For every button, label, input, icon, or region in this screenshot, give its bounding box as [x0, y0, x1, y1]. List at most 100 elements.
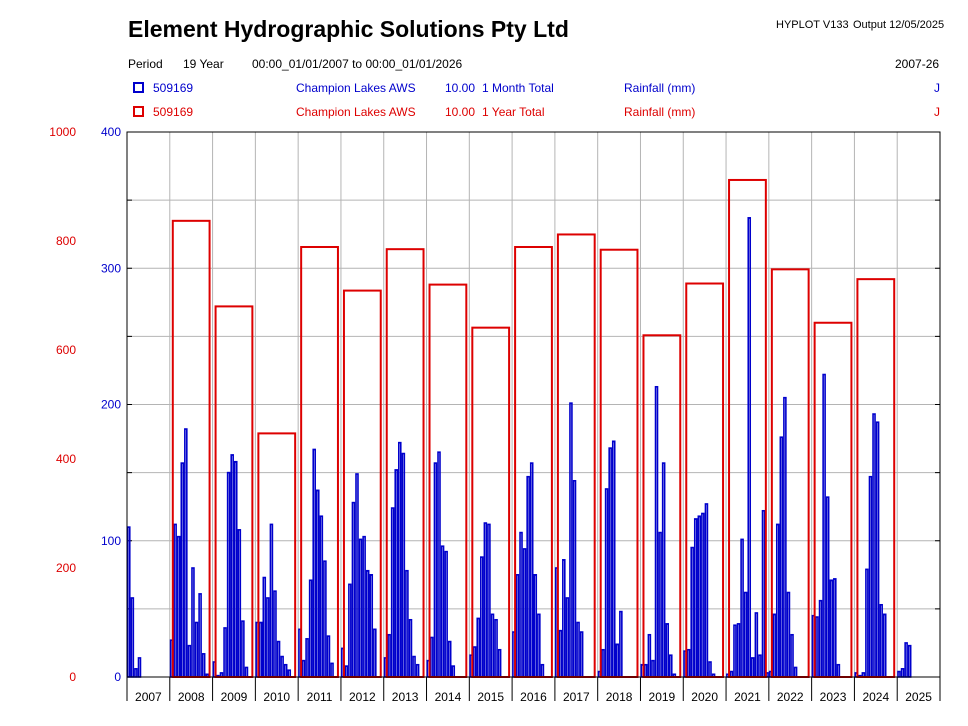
- monthly-rain-bar: [355, 473, 359, 678]
- output-date: Output 12/05/2025: [853, 19, 945, 31]
- monthly-rain-bar: [619, 610, 623, 678]
- monthly-rain-bar: [397, 441, 402, 678]
- monthly-rain-bar: [772, 613, 776, 678]
- monthly-rain-bar: [191, 567, 195, 678]
- monthly-rain-bar: [743, 591, 748, 678]
- x-axis-year-label: 2017: [563, 690, 590, 704]
- legend-variable: Rainfall (mm): [624, 105, 696, 119]
- monthly-rain-bar: [241, 620, 245, 678]
- monthly-rain-bar: [815, 616, 819, 678]
- monthly-rain-bar: [686, 648, 691, 678]
- monthly-rain-bar: [437, 451, 441, 678]
- monthly-rain-bar: [266, 597, 270, 678]
- x-axis-year-label: 2009: [221, 690, 248, 704]
- x-axis-year-label: 2021: [734, 690, 761, 704]
- monthly-rain-bar: [480, 556, 484, 678]
- monthly-rain-bar: [130, 597, 135, 678]
- x-axis-year-label: 2011: [307, 690, 333, 704]
- monthly-rain-bar: [283, 663, 288, 678]
- monthly-rain-bar: [273, 590, 277, 678]
- monthly-rain-bar: [865, 568, 869, 678]
- monthly-rain-bar: [569, 402, 573, 678]
- monthly-rain-bar: [348, 583, 352, 678]
- monthly-rain-bar: [754, 612, 759, 678]
- monthly-rain-bar: [244, 666, 249, 678]
- monthly-rain-bar: [529, 462, 534, 678]
- x-axis-year-label: 2015: [477, 690, 504, 704]
- monthly-rain-bar: [783, 396, 787, 678]
- monthly-rain-bar: [833, 578, 837, 678]
- right-axis-tick-label: 0: [114, 670, 121, 684]
- monthly-rain-bar: [701, 512, 705, 678]
- monthly-rain-bar: [611, 440, 616, 678]
- monthly-rain-bar: [515, 574, 520, 678]
- monthly-rain-bar: [315, 489, 320, 678]
- monthly-rain-bar: [904, 642, 908, 678]
- monthly-rain-bar: [793, 666, 798, 678]
- monthly-rain-bar: [358, 538, 363, 678]
- monthly-rain-bar: [472, 646, 477, 678]
- monthly-rain-bar: [818, 599, 823, 678]
- monthly-rain-bar: [668, 654, 673, 678]
- monthly-rain-bar: [362, 535, 366, 678]
- monthly-rain-bar: [405, 569, 409, 678]
- monthly-rain-bar: [365, 569, 370, 678]
- monthly-rain-bar: [601, 648, 605, 678]
- monthly-rain-bar: [351, 501, 356, 678]
- x-axis-year-label: 2023: [820, 690, 847, 704]
- monthly-rain-bar: [779, 436, 784, 678]
- period-range: 00:00_01/01/2007 to 00:00_01/01/2026: [252, 57, 463, 71]
- monthly-rain-bar: [654, 385, 659, 678]
- monthly-rain-bar: [736, 623, 741, 678]
- monthly-rain-bar: [176, 535, 181, 678]
- monthly-rain-bar: [740, 538, 744, 678]
- monthly-rain-bar: [344, 665, 349, 678]
- legend-site: 509169: [153, 81, 194, 95]
- monthly-rain-bar: [519, 531, 523, 678]
- monthly-rain-bar: [868, 475, 873, 678]
- monthly-rain-bar: [258, 621, 263, 678]
- monthly-rain-bar: [829, 579, 834, 678]
- monthly-rain-bar: [693, 518, 698, 678]
- monthly-rain-bar: [308, 579, 313, 678]
- monthly-rain-bar: [184, 428, 188, 678]
- legend-aggregation: 1 Year Total: [482, 105, 545, 119]
- monthly-rain-bar: [494, 618, 498, 678]
- x-axis-year-label: 2007: [135, 690, 162, 704]
- left-axis-tick-label: 200: [56, 561, 76, 575]
- plot-frame: [126, 131, 941, 678]
- monthly-rain-bar: [562, 559, 566, 678]
- monthly-rain-bar: [522, 548, 527, 678]
- monthly-rain-bar: [387, 633, 391, 678]
- monthly-rain-bar: [223, 627, 227, 678]
- legend-aggregation: 1 Month Total: [482, 81, 554, 95]
- legend-site-name: Champion Lakes AWS: [296, 81, 416, 95]
- monthly-rain-bar: [323, 560, 327, 678]
- monthly-rain-bar: [280, 655, 284, 678]
- monthly-rain-bar: [882, 613, 887, 678]
- monthly-rain-bar: [187, 644, 192, 678]
- monthly-rain-bar: [226, 471, 231, 678]
- x-axis-year-label: 2022: [777, 690, 804, 704]
- monthly-rain-bar: [390, 507, 395, 678]
- monthly-rain-bar: [305, 638, 309, 678]
- x-axis-year-label: 2012: [349, 690, 376, 704]
- monthly-rain-bar: [301, 659, 306, 678]
- monthly-rain-bar: [644, 663, 648, 678]
- software-version: HYPLOT V133: [776, 19, 849, 31]
- monthly-rain-bar: [647, 633, 652, 678]
- monthly-rain-bar: [897, 670, 901, 678]
- monthly-rain-bar: [490, 613, 495, 678]
- legend-site-name: Champion Lakes AWS: [296, 105, 416, 119]
- legend-code: 10.00: [445, 105, 476, 119]
- x-axis-year-label: 2020: [691, 690, 718, 704]
- monthly-rain-bar: [537, 613, 541, 678]
- monthly-rain-bar: [180, 462, 185, 678]
- x-axis-year-label: 2024: [862, 690, 889, 704]
- monthly-rain-bar: [572, 479, 577, 678]
- monthly-rain-bar: [661, 462, 666, 678]
- monthly-rain-bar: [201, 653, 206, 678]
- legend-flag: J: [934, 81, 940, 95]
- monthly-rain-bar: [447, 640, 452, 678]
- monthly-rain-bar: [483, 522, 488, 678]
